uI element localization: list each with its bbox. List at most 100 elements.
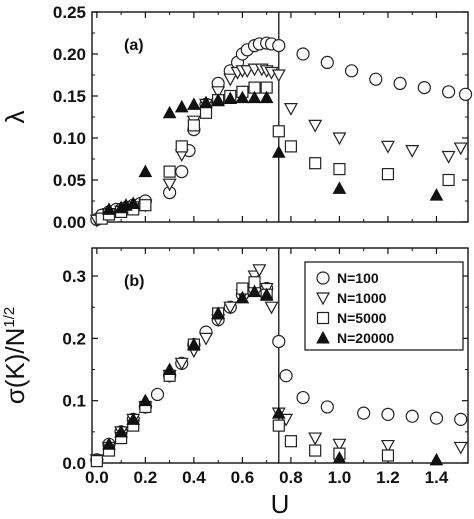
series-0-point [272,334,286,349]
series-0-point [320,400,334,414]
legend-entry: N=1000 [337,290,387,306]
series-0-point [441,85,456,99]
series-3-point [138,164,153,178]
series-1-point [332,438,347,452]
series-3-point [223,91,238,105]
series-2-point [199,106,213,119]
series-0-point [369,72,383,86]
series-2-point [309,157,322,170]
series-1-point [264,301,279,315]
series-0-point [344,64,359,78]
y-tick-label: 0.15 [53,87,86,106]
y-tick-label: 0.00 [53,213,86,232]
series-3-point [247,90,262,104]
legend-entry: N=20000 [337,330,394,346]
series-3-point [271,406,286,419]
panel-label: (b) [124,273,144,290]
series-1-point [332,132,347,146]
series-3-point [332,450,347,464]
series-0-point [417,80,431,95]
series-3-point [211,306,225,319]
series-3-point [138,393,153,407]
x-tick-label: 1.2 [376,468,400,487]
series-0-point [458,87,473,101]
legend-marker-3-point [316,330,330,344]
series-2-point [272,125,285,138]
panel-a: 0.00 0.05 0.10 0.15 0.20 0.25 (a) λ [0,3,473,232]
series-3-point [259,90,274,104]
series-1-point [240,65,255,79]
series-2-point [284,140,298,153]
series-0-point [296,390,310,405]
series-2-point [187,119,200,132]
series-0-point [405,409,419,423]
y-tick-label: 0.0 [62,454,86,473]
series-0-point [393,76,407,91]
series-2-point [163,165,176,178]
x-tick-label: 1.0 [328,468,352,487]
series-3-point [199,95,213,109]
legend: N=100 N=1000 N=5000 N=20000 [304,261,464,351]
y-tick-label: 0.1 [62,392,86,411]
series-3-point [126,196,141,210]
series-1-point [174,357,189,371]
series-0-point [279,369,293,383]
series-0-point [320,55,334,70]
y-axis-label: λ [0,111,30,124]
series-1-point [211,86,226,100]
series-2-point [272,419,285,432]
series-3-point [235,290,250,304]
series-1-point [308,119,323,133]
series-1-point [223,301,238,315]
series-3-point [259,287,274,301]
series-3-point [187,337,201,351]
x-tick-label: 0.8 [279,468,303,487]
legend-marker-1-point [315,292,331,306]
series-1-point [453,441,468,455]
series-3-point [162,362,177,376]
series-1-point [308,432,323,446]
series-0-point [296,47,310,61]
series-3-point [102,437,116,450]
series-1-point [441,150,456,164]
y-tick-label: 0.3 [62,267,86,286]
series-1-point [162,178,177,192]
series-0-point [381,407,395,421]
series-0-point [454,412,468,426]
series-3-point [247,284,262,298]
y-axis-label: σ(K)/N1/2 [0,307,30,405]
series-n-20000 [102,90,444,215]
series-0-point [150,387,165,402]
series-3-point [429,452,444,466]
series-1-point [199,332,214,346]
y-tick-label: 0.05 [53,171,86,190]
x-tick-label: 0.6 [231,468,255,487]
y-axis-label-text: λ [0,111,30,124]
series-0-point [357,406,371,420]
legend-marker-2-point [316,311,330,325]
series-3-point [174,99,189,113]
series-3-point [332,181,347,194]
y-tick-label: 0.20 [53,45,86,64]
series-2-point [333,162,346,176]
series-3-point [102,202,116,215]
x-tick-label: 0.4 [182,468,206,487]
series-2-point [381,449,395,462]
y-tick-label: 0.25 [53,3,86,22]
series-1-point [405,145,420,158]
panel-b: 0.0 0.2 0.4 0.6 0.8 1.0 1.2 1.4 0.0 0.1 0.2 0.3 (b) σ… [0,247,469,519]
series-n-20000 [102,284,444,466]
legend-marker-0-point [316,271,330,285]
legend-box [304,261,464,351]
series-2-point [175,140,188,153]
series-2-point [309,444,322,457]
series-1-point [223,73,238,87]
series-3-point [162,105,177,119]
series-3-point [187,97,201,110]
series-2-point [442,173,455,187]
series-3-point [114,424,128,438]
series-0-point [429,411,444,425]
y-axis-label-text: σ(K)/N [0,328,30,405]
series-2-point [381,168,395,181]
series-3-point [211,93,225,106]
